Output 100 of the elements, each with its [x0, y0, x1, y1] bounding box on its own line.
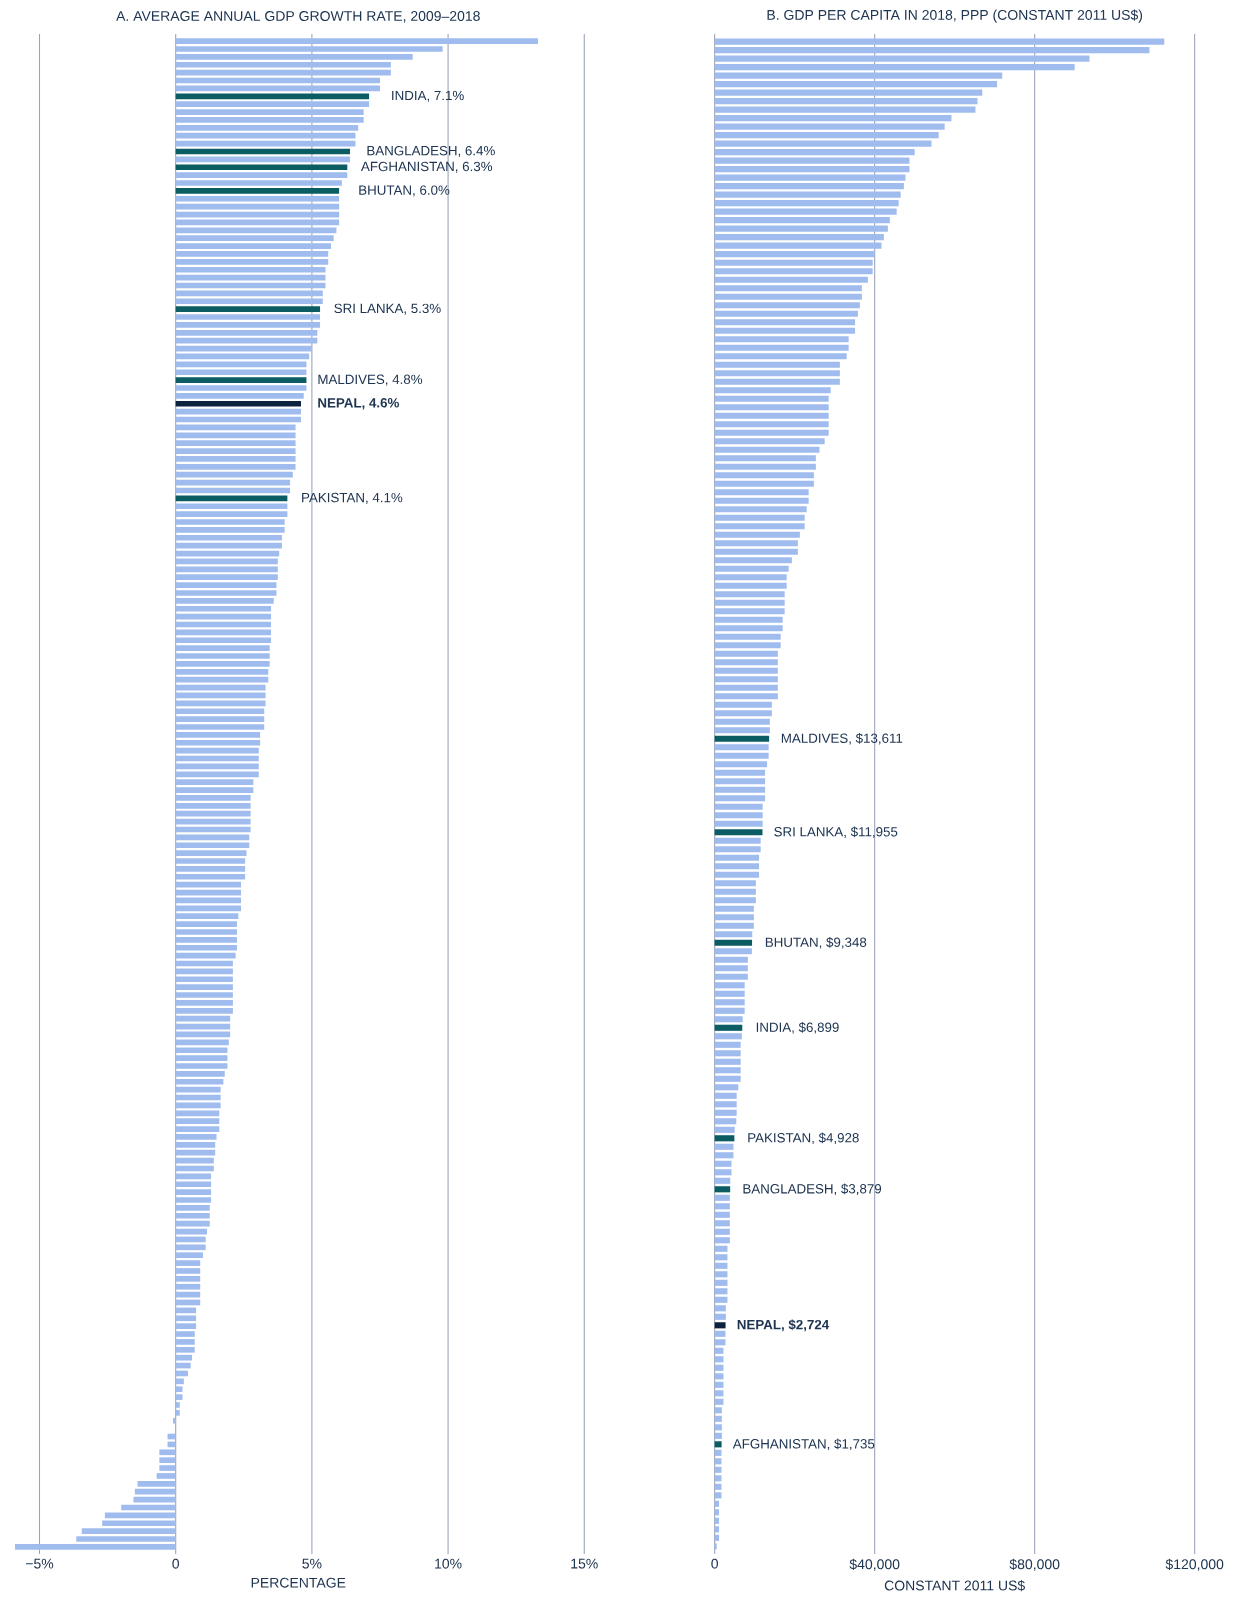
bar [714, 106, 976, 113]
bar [175, 471, 293, 478]
bar [175, 54, 413, 60]
bar [175, 511, 288, 517]
bar [714, 1543, 717, 1550]
bar [714, 370, 840, 377]
bar [714, 47, 1150, 54]
bar [714, 1220, 730, 1227]
bar [714, 429, 829, 436]
x-axis-title: CONSTANT 2011 US$ [884, 1580, 1025, 1592]
bar [714, 761, 768, 768]
bar [175, 802, 251, 809]
bar [714, 438, 825, 445]
bar [175, 393, 304, 399]
bar [175, 369, 307, 376]
bar [175, 377, 307, 383]
bar [714, 1160, 732, 1167]
bar [714, 378, 840, 385]
bar [714, 446, 820, 453]
bar [175, 456, 296, 462]
bar [714, 268, 873, 275]
bar [175, 1205, 210, 1211]
bar [175, 590, 277, 596]
bar [714, 1126, 735, 1133]
bar [714, 965, 748, 972]
bar [714, 973, 748, 980]
x-tick-label: 0 [172, 1558, 180, 1569]
bar [714, 1330, 726, 1337]
bar [175, 810, 251, 817]
bar [175, 124, 359, 131]
chart-title: A. AVERAGE ANNUAL GDP GROWTH RATE, 2009–2018 [116, 11, 480, 23]
bar [175, 463, 296, 470]
x-tick-label: −5% [25, 1558, 54, 1569]
data-label: BHUTAN, $9,348 [765, 936, 867, 949]
bar [175, 251, 329, 257]
bar [175, 46, 443, 52]
bar [175, 1378, 184, 1385]
x-axis-title: PERCENTAGE [251, 1577, 346, 1588]
bar [714, 1254, 728, 1261]
bar [175, 180, 342, 186]
bar [714, 948, 752, 955]
bar [175, 1283, 201, 1290]
bar [175, 866, 246, 872]
bar [714, 1058, 741, 1065]
bar [714, 633, 781, 640]
bar [175, 676, 269, 683]
bar [714, 1033, 742, 1040]
bar [175, 132, 356, 139]
data-label: MALDIVES, $13,611 [781, 732, 903, 745]
bar [175, 38, 538, 44]
bar [175, 1339, 195, 1345]
bar [175, 637, 272, 644]
bar [714, 922, 754, 929]
bar [175, 188, 340, 194]
bar [714, 251, 875, 258]
bar [714, 982, 745, 989]
bar [175, 598, 274, 604]
data-label: BANGLADESH, $3,879 [743, 1183, 882, 1196]
bar [714, 1109, 737, 1116]
bar [175, 1055, 228, 1061]
bar [714, 829, 763, 836]
bar [175, 266, 326, 273]
bar [175, 534, 282, 541]
bar [714, 472, 814, 479]
bar [175, 1071, 225, 1077]
bar [172, 1417, 176, 1424]
bar [714, 939, 753, 946]
bar [714, 642, 781, 649]
bar [714, 395, 829, 402]
bar [175, 1063, 228, 1069]
bar [175, 739, 261, 746]
bar [714, 81, 998, 88]
bar [76, 1536, 176, 1542]
bar [714, 463, 816, 470]
bar [714, 1075, 741, 1082]
bar [714, 931, 753, 938]
bar [714, 548, 798, 555]
bar [175, 164, 348, 171]
bar [714, 98, 978, 105]
bar [175, 732, 261, 738]
bar [175, 724, 265, 730]
bar [714, 1432, 722, 1439]
bar [714, 89, 983, 96]
bar [714, 888, 756, 895]
bar [175, 795, 251, 801]
bar [175, 1078, 224, 1085]
bar [714, 803, 763, 810]
bar [714, 1322, 726, 1329]
bar [714, 1415, 722, 1422]
bar [175, 195, 340, 202]
bar [714, 1288, 728, 1295]
bar [156, 1473, 176, 1479]
bar [714, 412, 829, 419]
bar [175, 1220, 210, 1227]
bar [714, 234, 884, 241]
x-tick-label: 15% [571, 1558, 598, 1569]
bar [714, 455, 816, 462]
bar [714, 591, 785, 598]
bar [175, 929, 237, 935]
bar [175, 1244, 206, 1251]
